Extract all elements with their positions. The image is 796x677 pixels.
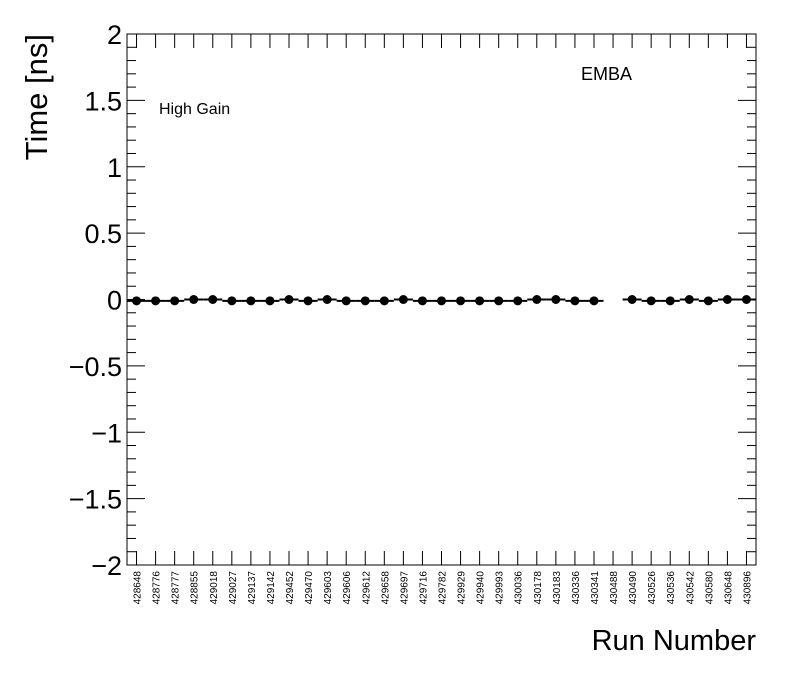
x-tick-label: 430648 (723, 571, 734, 605)
x-tick-label: 428777 (171, 571, 182, 605)
data-point (132, 296, 142, 306)
x-tick-label: 430178 (533, 571, 544, 605)
x-tick-label: 429606 (342, 571, 353, 605)
y-tick-label: 0.5 (84, 219, 122, 249)
data-point (741, 295, 751, 304)
data-point (475, 296, 485, 306)
data-point (722, 295, 732, 304)
data-point (246, 296, 256, 306)
annotation-high-gain: High Gain (159, 101, 230, 118)
x-tick-label: 429603 (323, 571, 334, 605)
x-tick-label: 429782 (438, 571, 449, 605)
data-point (437, 296, 446, 306)
y-axis-title: Time [ns] (19, 34, 54, 160)
x-tick-label: 428855 (190, 571, 201, 605)
data-point (284, 295, 294, 304)
x-tick-label: 428648 (133, 571, 144, 605)
x-tick-label: 430580 (704, 571, 715, 605)
data-point (322, 295, 332, 304)
x-tick-label: 430526 (647, 571, 658, 605)
data-point (665, 296, 675, 306)
x-axis-tick-labels: 428648 428776 428777 428855 429018 429027 4291… (133, 571, 754, 605)
data-point (151, 296, 161, 306)
y-tick-label: 2 (107, 20, 122, 50)
x-tick-label: 430896 (742, 571, 753, 605)
x-tick-label: 429142 (266, 571, 277, 605)
y-tick-label: 0 (107, 286, 122, 316)
data-point (684, 295, 694, 304)
data-point (360, 296, 370, 306)
y-axis-ticks (127, 33, 756, 566)
y-tick-label: 1.5 (84, 86, 122, 116)
data-point (456, 296, 466, 306)
x-tick-label: 430183 (552, 571, 563, 605)
y-tick-label: −0.5 (69, 352, 122, 382)
data-point (398, 295, 408, 304)
data-point (513, 296, 523, 306)
x-tick-label: 430536 (666, 571, 677, 605)
data-point (170, 296, 180, 306)
data-point (494, 296, 504, 306)
x-axis-title: Run Number (592, 625, 757, 657)
data-point (208, 295, 218, 304)
x-tick-label: 430542 (685, 571, 696, 605)
x-tick-label: 429697 (399, 571, 410, 605)
y-tick-label: −2 (91, 551, 122, 581)
x-tick-label: 428776 (152, 571, 163, 605)
x-tick-label: 429993 (495, 571, 506, 605)
x-axis-ticks (136, 34, 747, 565)
data-points (127, 295, 756, 306)
x-tick-label: 429658 (380, 571, 391, 605)
annotation-emba: EMBA (581, 64, 632, 84)
y-tick-label: −1 (91, 418, 122, 448)
data-point (627, 295, 637, 304)
data-point (570, 296, 580, 306)
x-tick-label: 429027 (228, 571, 239, 605)
data-point (532, 295, 542, 304)
x-tick-label: 430341 (590, 571, 601, 605)
x-tick-label: 429470 (304, 571, 315, 605)
x-tick-label: 429929 (457, 571, 468, 605)
x-tick-label: 430490 (628, 571, 639, 605)
x-tick-label: 430488 (609, 571, 620, 605)
x-tick-label: 429452 (285, 571, 296, 605)
x-tick-label: 429137 (247, 571, 258, 605)
x-tick-label: 429940 (476, 571, 487, 605)
data-point (189, 295, 199, 304)
data-point (227, 296, 237, 306)
data-point (589, 296, 599, 306)
data-point (341, 296, 351, 306)
x-tick-label: 429612 (361, 571, 372, 605)
y-axis-tick-labels: 2 1.5 1 0.5 0 −0.5 −1 −1.5 −2 (69, 20, 122, 581)
data-point (703, 296, 713, 306)
data-point (379, 296, 389, 306)
x-tick-label: 429716 (418, 571, 429, 605)
x-tick-label: 429018 (209, 571, 220, 605)
x-tick-label: 430036 (514, 571, 525, 605)
data-point (265, 296, 275, 306)
data-point (417, 296, 427, 306)
y-tick-label: −1.5 (69, 485, 122, 515)
data-point (646, 296, 656, 306)
x-tick-label: 430336 (571, 571, 582, 605)
y-tick-label: 1 (107, 153, 122, 183)
data-point (551, 295, 561, 304)
data-point (303, 296, 313, 306)
